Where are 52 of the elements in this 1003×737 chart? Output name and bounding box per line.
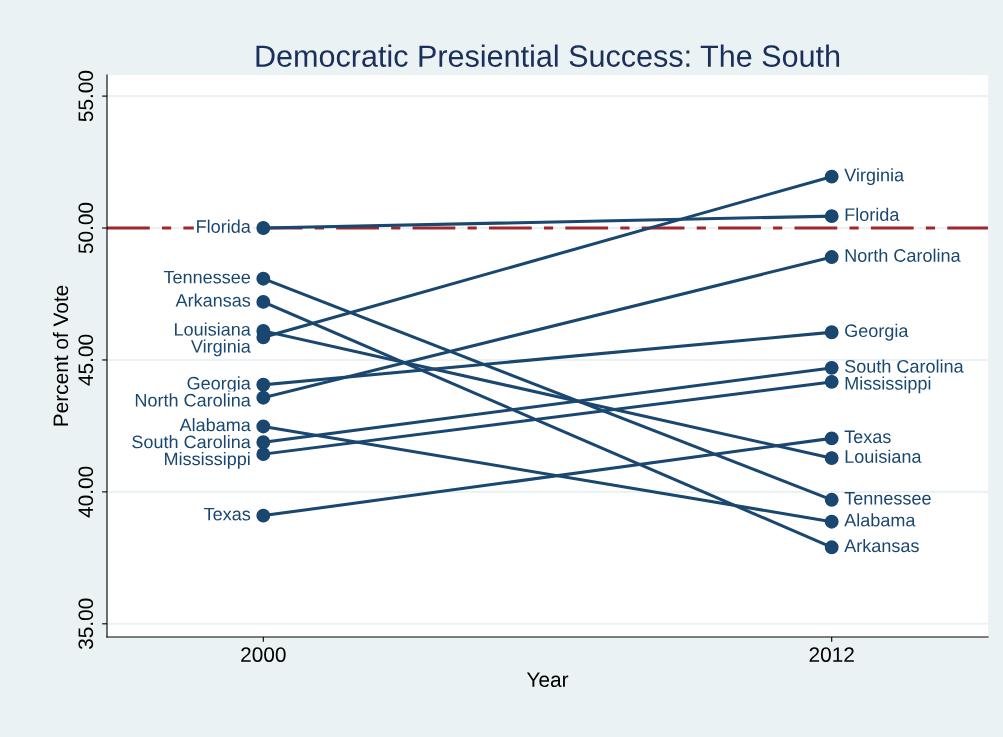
text: Louisiana bbox=[845, 449, 922, 463]
point bbox=[824, 431, 839, 446]
y-axis-title: Percent of Vote bbox=[52, 285, 69, 426]
y-tick-label: 55.00 bbox=[78, 70, 94, 122]
point bbox=[256, 435, 271, 450]
x-tick-label: 2012 bbox=[809, 647, 854, 663]
series-label: Florida bbox=[197, 219, 251, 233]
x-tick-label: 2000 bbox=[241, 647, 286, 663]
series-label: Texas bbox=[844, 430, 891, 444]
text: Florida bbox=[845, 207, 900, 222]
point bbox=[256, 419, 271, 434]
point bbox=[824, 451, 839, 466]
point bbox=[256, 508, 271, 523]
text: Georgia bbox=[845, 323, 909, 341]
series-label: North Carolina bbox=[135, 393, 251, 407]
point bbox=[824, 540, 839, 555]
text: Arkansas bbox=[175, 293, 251, 307]
point bbox=[824, 209, 839, 224]
point bbox=[256, 377, 271, 392]
series-label: Virginia bbox=[844, 168, 905, 185]
y-tick-label: 45.00 bbox=[78, 334, 94, 386]
point bbox=[824, 169, 839, 184]
series-label: Georgia bbox=[187, 376, 251, 394]
text: Mississippi bbox=[845, 376, 931, 394]
text: Virginia bbox=[190, 339, 251, 357]
y-tick-label: 35.00 bbox=[78, 598, 94, 650]
text: South Carolina bbox=[845, 359, 964, 373]
x-axis-title: Year bbox=[526, 672, 569, 687]
point bbox=[256, 447, 271, 462]
point bbox=[256, 294, 271, 309]
series-label: Tennessee bbox=[844, 492, 931, 505]
point bbox=[256, 271, 271, 286]
series-label: Alabama bbox=[179, 418, 251, 432]
point bbox=[824, 325, 839, 340]
point bbox=[824, 360, 839, 375]
y-tick-label: 40.00 bbox=[78, 466, 94, 518]
y-tick-label: 50.00 bbox=[78, 202, 94, 254]
text: Alabama bbox=[844, 513, 916, 527]
point bbox=[256, 221, 271, 235]
point bbox=[256, 390, 271, 405]
text: North Carolina bbox=[845, 248, 961, 262]
series-label: South Carolina bbox=[132, 435, 251, 449]
series-label: Mississippi bbox=[165, 452, 250, 469]
chart-title: Democratic Presiential Success: The South bbox=[256, 44, 840, 67]
point bbox=[824, 250, 839, 265]
text: Tennessee bbox=[163, 270, 251, 284]
point bbox=[824, 492, 839, 507]
point bbox=[824, 514, 839, 529]
point bbox=[824, 374, 839, 389]
series-label: Arkansas bbox=[844, 538, 919, 553]
series-label: Louisiana bbox=[174, 322, 251, 336]
text: Texas bbox=[204, 507, 251, 521]
